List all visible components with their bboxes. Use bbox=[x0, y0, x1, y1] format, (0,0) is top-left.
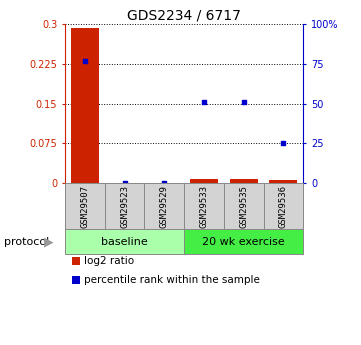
Text: 20 wk exercise: 20 wk exercise bbox=[202, 237, 285, 247]
Text: log2 ratio: log2 ratio bbox=[84, 256, 134, 266]
Text: GSM29533: GSM29533 bbox=[200, 185, 208, 228]
Point bbox=[280, 140, 286, 146]
Text: GSM29535: GSM29535 bbox=[239, 185, 248, 228]
Point bbox=[241, 99, 247, 105]
Text: ▶: ▶ bbox=[44, 235, 53, 248]
Bar bbox=[269, 180, 297, 183]
Bar bbox=[190, 179, 218, 183]
Text: GSM29529: GSM29529 bbox=[160, 185, 169, 228]
Point bbox=[122, 180, 127, 186]
Text: GSM29536: GSM29536 bbox=[279, 185, 288, 228]
Text: GSM29523: GSM29523 bbox=[120, 185, 129, 228]
Bar bbox=[230, 179, 257, 183]
Bar bbox=[71, 28, 99, 183]
Point bbox=[82, 58, 88, 63]
Point bbox=[201, 99, 207, 105]
Point bbox=[161, 180, 167, 186]
Text: baseline: baseline bbox=[101, 237, 148, 247]
Text: protocol: protocol bbox=[4, 237, 49, 247]
Title: GDS2234 / 6717: GDS2234 / 6717 bbox=[127, 9, 241, 23]
Text: percentile rank within the sample: percentile rank within the sample bbox=[84, 275, 260, 285]
Text: GSM29507: GSM29507 bbox=[81, 185, 89, 228]
